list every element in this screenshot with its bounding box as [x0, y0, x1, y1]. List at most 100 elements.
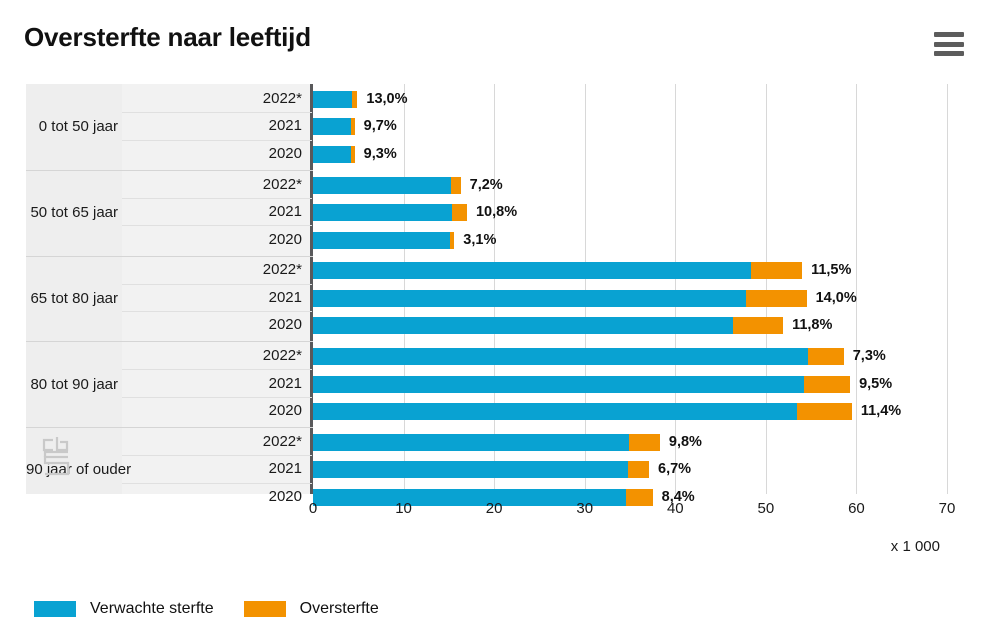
- bar-segment-excess[interactable]: [449, 231, 455, 249]
- bar-segment-expected[interactable]: [313, 461, 629, 479]
- row-separator: [122, 482, 312, 484]
- gridline-10: [403, 84, 405, 494]
- row-year-label: 2020: [268, 401, 302, 419]
- bar-segment-expected[interactable]: [313, 488, 627, 506]
- bar-value-label: 13,0%: [366, 91, 408, 107]
- group-category-label: 0 tot 50 jaar: [38, 118, 118, 136]
- bar-segment-excess[interactable]: [351, 91, 358, 108]
- legend-swatch-excess: [243, 601, 286, 617]
- menu-bar-1: [934, 32, 964, 37]
- table-row: 2022* 7,3%: [0, 343, 1006, 371]
- group-divider: [26, 169, 313, 171]
- group-divider: [26, 255, 313, 257]
- bar-value-label: 11,8%: [792, 317, 833, 334]
- year-label-strip: [122, 84, 313, 494]
- table-row: 2021 9,7%: [0, 113, 1006, 141]
- bar-segment-excess[interactable]: [745, 289, 807, 307]
- bar-segment-excess[interactable]: [807, 348, 844, 366]
- table-row: 2020 8,4%: [0, 484, 1006, 510]
- bar-segment-expected[interactable]: [313, 433, 630, 451]
- bar-value-label: 8,4%: [661, 488, 695, 505]
- chart-plot: 2022* 13,0% 2021 9,7% 2020 9,3% 0 tot 50 jaar 2…: [0, 80, 1006, 580]
- bar-segment-expected[interactable]: [313, 145, 352, 163]
- bar-segment-expected[interactable]: [313, 402, 797, 420]
- page-title: Oversterfte naar leeftijd: [24, 22, 311, 52]
- row-year-label: 2020: [268, 487, 302, 505]
- table-row: 2020 11,4%: [0, 398, 1006, 424]
- group-divider: [26, 427, 313, 429]
- legend-item-excess[interactable]: Oversterfte: [243, 600, 379, 618]
- bar-segment-excess[interactable]: [796, 402, 852, 420]
- bar-segment-expected[interactable]: [313, 317, 734, 335]
- gridline-20: [494, 84, 496, 494]
- table-row: 2021 14,0%: [0, 285, 1006, 313]
- bar-segment-excess[interactable]: [450, 176, 461, 194]
- bar-segment-excess[interactable]: [803, 375, 851, 393]
- bar-value-label: 10,8%: [475, 204, 518, 221]
- legend-swatch-expected: [34, 601, 76, 617]
- row-year-label: 2022*: [262, 175, 302, 193]
- x-tick-40: 40: [666, 500, 684, 517]
- x-tick-0: 0: [308, 500, 318, 517]
- group-divider: [26, 341, 313, 343]
- bar-segment-excess[interactable]: [451, 204, 467, 222]
- bar-segment-expected[interactable]: [313, 348, 808, 366]
- bar-segment-excess[interactable]: [626, 488, 653, 506]
- row-year-label: 2022*: [262, 261, 302, 279]
- table-row: 2022* 11,5%: [0, 257, 1006, 285]
- table-row: 2020 11,8%: [0, 312, 1006, 338]
- gridline-70: [947, 84, 948, 494]
- axis-units-label: x 1 000: [890, 538, 940, 555]
- row-year-label: 2021: [268, 374, 302, 392]
- gridline-40: [675, 84, 677, 494]
- gridline-30: [584, 84, 586, 494]
- row-year-label: 2021: [268, 460, 302, 478]
- gridline-50: [765, 84, 767, 494]
- bar-segment-expected[interactable]: [313, 118, 352, 136]
- table-row: 2021 10,8%: [0, 199, 1006, 227]
- bar-segment-expected[interactable]: [313, 289, 746, 307]
- x-tick-10: 10: [395, 500, 412, 517]
- bar-value-label: 6,7%: [658, 461, 692, 478]
- x-tick-30: 30: [576, 500, 594, 517]
- row-year-label: 2021: [268, 117, 302, 135]
- table-row: 2020 3,1%: [0, 227, 1006, 253]
- table-row: 2022* 9,8%: [0, 429, 1006, 457]
- bar-segment-excess[interactable]: [628, 461, 650, 479]
- legend-label-excess: Oversterfte: [299, 600, 379, 617]
- bar-segment-expected[interactable]: [313, 375, 804, 393]
- row-separator: [122, 198, 312, 200]
- legend-label-expected: Verwachte sterfte: [90, 600, 214, 617]
- row-separator: [122, 112, 312, 114]
- bar-segment-excess[interactable]: [629, 433, 660, 451]
- bar-segment-expected[interactable]: [313, 231, 450, 249]
- row-separator: [122, 283, 312, 285]
- bar-segment-excess[interactable]: [351, 145, 355, 163]
- row-year-label: 2020: [268, 316, 302, 334]
- row-year-label: 2021: [268, 203, 302, 221]
- group-category-label: 80 tot 90 jaar: [30, 375, 118, 393]
- row-separator: [122, 139, 312, 141]
- row-separator: [122, 311, 312, 313]
- bar-value-label: 7,3%: [852, 348, 886, 365]
- x-tick-50: 50: [757, 500, 775, 517]
- bar-value-label: 14,0%: [815, 289, 857, 306]
- bar-segment-excess[interactable]: [351, 118, 355, 136]
- bar-segment-expected[interactable]: [313, 176, 451, 194]
- group-category-label: 65 tot 80 jaar: [30, 289, 118, 307]
- bar-segment-expected[interactable]: [313, 262, 752, 280]
- bar-segment-expected[interactable]: [313, 204, 452, 222]
- legend-item-expected[interactable]: Verwachte sterfte: [34, 600, 214, 618]
- bar-value-label: 7,2%: [469, 176, 503, 193]
- table-row: 2022* 7,2%: [0, 172, 1006, 200]
- bar-segment-excess[interactable]: [733, 317, 784, 335]
- row-year-label: 2020: [268, 230, 302, 248]
- bar-segment-expected[interactable]: [313, 91, 352, 108]
- hamburger-menu-icon[interactable]: [934, 32, 964, 56]
- bar-value-label: 9,3%: [363, 145, 397, 162]
- group-category-label: 50 tot 65 jaar: [30, 204, 118, 222]
- table-row: 2020 9,3%: [0, 141, 1006, 167]
- row-year-label: 2022*: [262, 432, 302, 450]
- table-row: 2021 6,7%: [0, 456, 1006, 484]
- bar-segment-excess[interactable]: [751, 262, 803, 280]
